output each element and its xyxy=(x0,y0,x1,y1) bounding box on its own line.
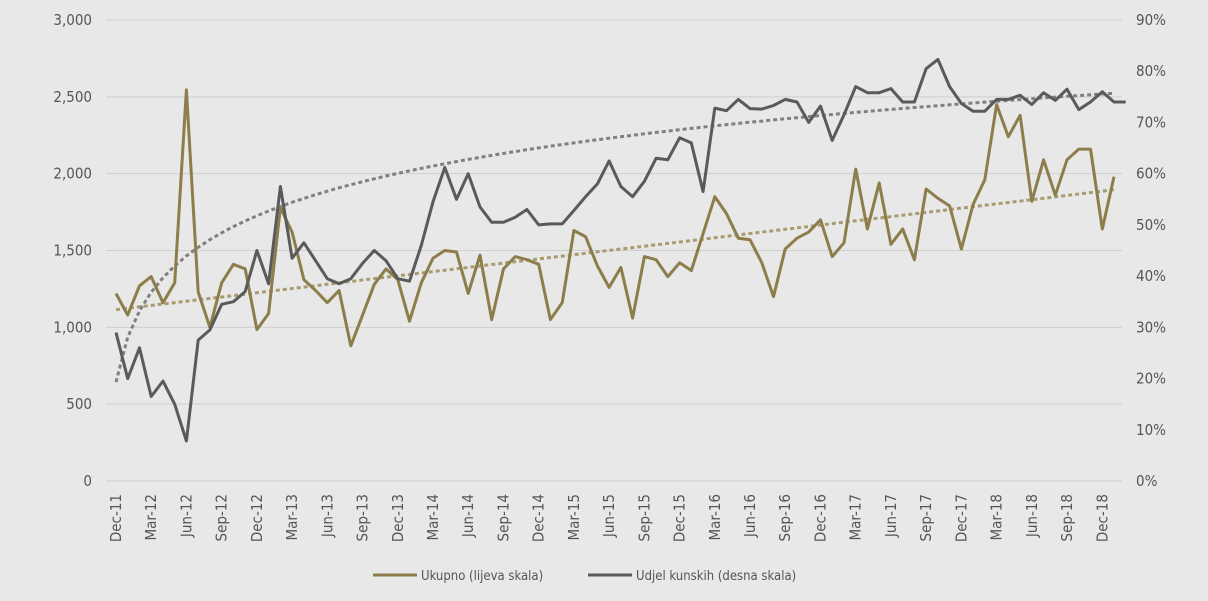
x-tick-label: Sep-13 xyxy=(354,494,372,541)
y-left-tick-label: 1,000 xyxy=(53,318,92,336)
y-right-tick-label: 40% xyxy=(1136,267,1166,285)
y-right-tick-label: 90% xyxy=(1136,11,1166,29)
y-right-tick-label: 20% xyxy=(1136,370,1166,388)
x-tick-label: Jun-13 xyxy=(318,494,336,538)
y-right-tick-label: 0% xyxy=(1136,472,1158,490)
x-axis-ticks: Dec-11 Mar-12 Jun-12 Sep-12 Dec-12 Mar-13 Jun-… xyxy=(107,494,1111,542)
y-right-tick-label: 60% xyxy=(1136,165,1166,183)
legend-label-ukupno: Ukupno (lijeva skala) xyxy=(421,569,543,584)
y-right-tick-label: 30% xyxy=(1136,318,1166,336)
x-tick-label: Mar-18 xyxy=(988,494,1006,541)
x-tick-label: Mar-13 xyxy=(283,494,301,541)
legend: Ukupno (lijeva skala) Udjel kunskih (des… xyxy=(373,569,796,584)
y-left-tick-label: 3,000 xyxy=(53,11,92,29)
series-line-1 xyxy=(114,57,1126,443)
left-axis-ticks: 0 500 1,000 1,500 2,000 2,500 3,000 xyxy=(53,11,92,490)
x-tick-label: Jun-15 xyxy=(600,494,618,538)
x-tick-label: Mar-15 xyxy=(565,494,583,541)
x-tick-label: Dec-13 xyxy=(389,494,407,542)
y-left-tick-label: 1,500 xyxy=(53,242,92,260)
series-line-0 xyxy=(114,88,1116,348)
y-right-tick-label: 50% xyxy=(1136,216,1166,234)
y-left-tick-label: 0 xyxy=(83,472,92,490)
y-left-tick-label: 2,000 xyxy=(53,165,92,183)
y-right-tick-label: 80% xyxy=(1136,62,1166,80)
x-tick-label: Jun-16 xyxy=(741,494,759,538)
x-tick-label: Mar-17 xyxy=(847,494,865,541)
x-tick-label: Dec-18 xyxy=(1093,494,1111,542)
x-tick-label: Sep-12 xyxy=(213,494,231,541)
trendlines xyxy=(114,91,1115,383)
right-axis-ticks: 0% 10% 20% 30% 40% 50% 60% 70% 80% 90% xyxy=(1136,11,1166,490)
x-tick-label: Mar-12 xyxy=(142,494,160,541)
x-tick-label: Jun-12 xyxy=(177,494,195,538)
x-tick-label: Dec-12 xyxy=(248,494,266,542)
series-lines xyxy=(114,57,1126,443)
x-tick-label: Sep-18 xyxy=(1058,494,1076,541)
legend-label-udjel: Udjel kunskih (desna skala) xyxy=(636,569,796,584)
x-tick-label: Mar-16 xyxy=(706,494,724,541)
x-tick-label: Dec-15 xyxy=(671,494,689,542)
x-tick-label: Dec-11 xyxy=(107,494,125,542)
trendline-1 xyxy=(114,91,1115,383)
y-right-tick-label: 70% xyxy=(1136,113,1166,131)
x-tick-label: Jun-18 xyxy=(1023,494,1041,538)
y-left-tick-label: 500 xyxy=(66,395,92,413)
trendline-0 xyxy=(115,188,1115,312)
x-tick-label: Jun-14 xyxy=(459,494,477,538)
y-right-tick-label: 10% xyxy=(1136,421,1166,439)
x-tick-label: Dec-17 xyxy=(952,494,970,542)
y-left-tick-label: 2,500 xyxy=(53,88,92,106)
x-tick-label: Sep-15 xyxy=(635,494,653,541)
x-tick-label: Jun-17 xyxy=(882,494,900,538)
x-tick-label: Dec-14 xyxy=(530,494,548,542)
x-tick-label: Sep-16 xyxy=(776,494,794,541)
x-tick-label: Sep-17 xyxy=(917,494,935,541)
x-tick-label: Mar-14 xyxy=(424,494,442,541)
x-tick-label: Dec-16 xyxy=(811,494,829,542)
x-tick-label: Sep-14 xyxy=(494,494,512,541)
